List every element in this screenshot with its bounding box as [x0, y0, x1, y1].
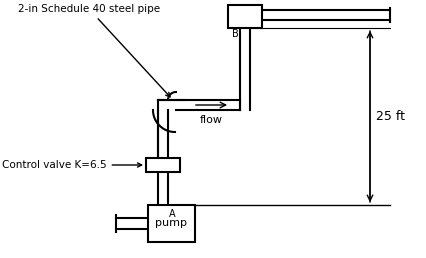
- Text: B: B: [232, 29, 239, 39]
- Text: A: A: [169, 209, 175, 219]
- Bar: [148, 205, 195, 242]
- Text: 25 ft: 25 ft: [375, 110, 404, 123]
- Bar: [227, 5, 262, 28]
- Text: 2-in Schedule 40 steel pipe: 2-in Schedule 40 steel pipe: [18, 4, 170, 97]
- Text: pump: pump: [155, 219, 187, 229]
- Text: Control valve K=6.5: Control valve K=6.5: [2, 160, 141, 170]
- Text: flow: flow: [199, 115, 222, 125]
- Bar: [146, 158, 180, 172]
